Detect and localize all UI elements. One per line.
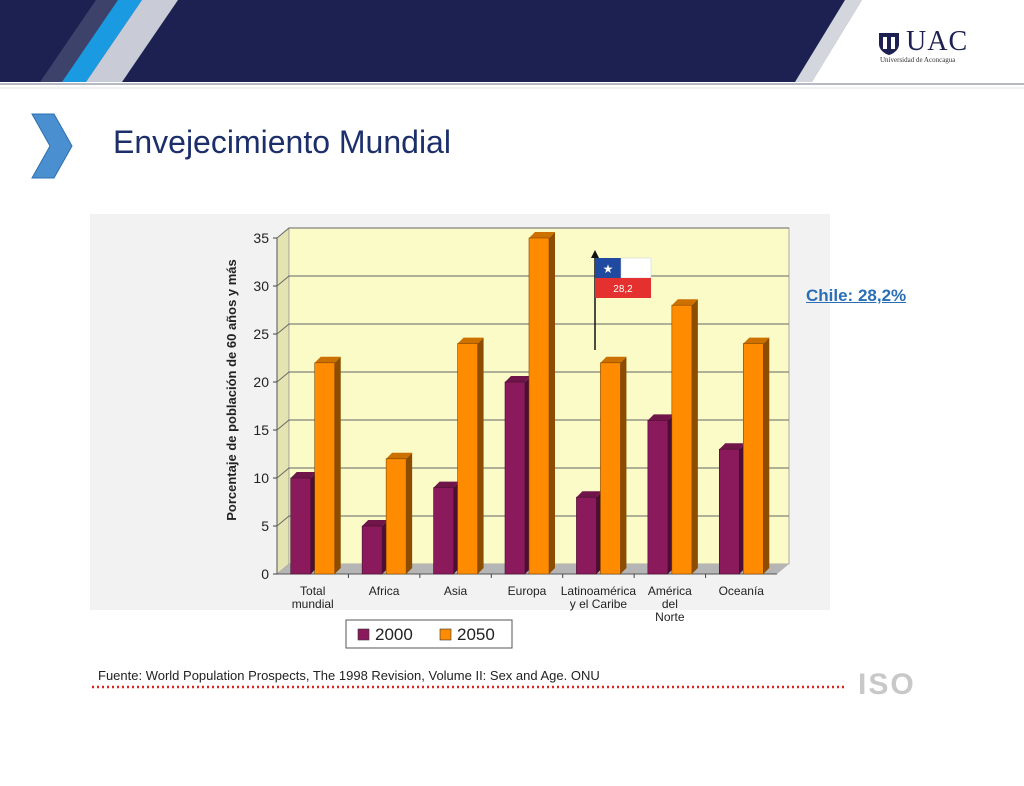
logo-subtitle: Universidad de Aconcagua xyxy=(880,56,956,64)
bar-2000-1 xyxy=(361,520,389,575)
y-tick-label: 35 xyxy=(253,230,269,246)
header-band xyxy=(0,0,1024,89)
x-axis-labels: Total mundial Africa Asia Europa Latinoaméric… xyxy=(292,574,765,624)
bar-2000-0 xyxy=(290,472,317,575)
bar-2000-2 xyxy=(433,481,460,575)
y-axis-ticks: 0 5 10 15 20 25 30 35 xyxy=(253,230,277,582)
x-tick-label: América del Norte xyxy=(648,584,692,624)
y-tick-label: 25 xyxy=(253,326,269,342)
source-note: Fuente: World Population Prospects, The … xyxy=(98,668,600,683)
bar-2050-4 xyxy=(600,356,627,575)
x-tick-label: Asia xyxy=(444,584,468,598)
x-tick-label: Oceanía xyxy=(719,584,765,598)
y-tick-label: 30 xyxy=(253,278,269,294)
bar-2050-1 xyxy=(385,452,413,575)
y-tick-label: 15 xyxy=(253,422,269,438)
bar-2000-3 xyxy=(504,376,531,575)
bar-chart: 0 5 10 15 20 25 30 35 Total mundial Africa Asia Eur… xyxy=(90,214,830,649)
y-tick-label: 10 xyxy=(253,470,269,486)
x-tick-label: Europa xyxy=(508,584,547,598)
y-tick-label: 0 xyxy=(261,566,269,582)
flag-value: 28,2 xyxy=(613,284,633,295)
logo-text: UAC xyxy=(906,26,969,57)
bar-2050-2 xyxy=(457,337,484,575)
header-navy-panel xyxy=(0,0,862,82)
header-grey-stripe xyxy=(86,0,178,82)
bar-2000-5 xyxy=(647,414,674,575)
star-icon: ★ xyxy=(603,262,614,276)
chevron-right-icon xyxy=(31,113,73,179)
legend-label-2050: 2050 xyxy=(457,625,495,644)
bar-2050-6 xyxy=(742,337,770,575)
bar-2050-5 xyxy=(671,299,698,575)
uac-logo: UAC Universidad de Aconcagua xyxy=(878,26,988,70)
flag-red-band xyxy=(595,278,651,298)
legend-swatch-2000 xyxy=(357,628,370,641)
chile-flag-annotation: ★ 28,2 xyxy=(591,250,652,350)
bar-2050-0 xyxy=(314,356,341,575)
shield-icon xyxy=(879,33,899,55)
y-tick-label: 5 xyxy=(261,518,269,534)
x-tick-label: Total mundial xyxy=(292,584,334,611)
bar-2000-6 xyxy=(718,443,746,575)
chile-callout: Chile: 28,2% xyxy=(806,286,907,305)
slide-title: Envejecimiento Mundial xyxy=(113,124,451,160)
bars xyxy=(290,232,770,575)
header-blue-stripe xyxy=(62,0,142,82)
y-tick-label: 20 xyxy=(253,374,269,390)
legend-swatch-2050 xyxy=(439,628,452,641)
source-logo: ISO xyxy=(858,668,916,701)
bar-2050-3 xyxy=(528,232,555,575)
x-tick-label: Africa xyxy=(369,584,400,598)
bar-2000-4 xyxy=(576,491,603,575)
y-axis-label: Porcentaje de población de 60 años y más xyxy=(224,259,239,521)
flag-blue-canton xyxy=(595,258,621,278)
dotted-rule xyxy=(92,685,844,689)
legend: 2000 2050 xyxy=(345,619,513,649)
x-tick-label: Latinoamérica y el Caribe xyxy=(561,584,637,611)
legend-label-2000: 2000 xyxy=(375,625,413,644)
